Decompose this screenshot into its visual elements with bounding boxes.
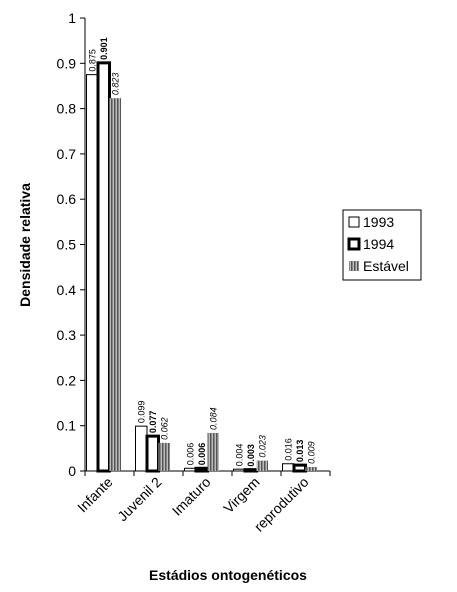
value-label: 0.013 <box>295 440 305 463</box>
bar <box>207 432 219 471</box>
value-label: 0.016 <box>283 438 293 461</box>
y-tick-label: 0.6 <box>57 191 77 207</box>
y-tick-label: 0.7 <box>57 146 77 162</box>
bar <box>184 467 197 472</box>
bar <box>256 460 268 471</box>
y-tick-label: 1 <box>68 10 76 26</box>
bar <box>282 463 295 472</box>
legend-swatch <box>349 261 359 271</box>
value-label: 0.901 <box>99 37 109 60</box>
y-axis-title: Densidade relativa <box>17 183 33 307</box>
value-label: 0.003 <box>246 444 256 467</box>
value-label: 0.004 <box>234 444 244 467</box>
bar <box>86 74 99 472</box>
y-tick-label: 0.1 <box>57 418 77 434</box>
x-axis-title: Estádios ontogenéticos <box>149 567 307 583</box>
x-tick-label: Virgem <box>220 474 262 516</box>
bar <box>158 442 170 471</box>
bar <box>305 466 317 471</box>
value-label: 0.099 <box>136 401 146 424</box>
value-label: 0.084 <box>208 407 218 430</box>
x-tick-label: Juvenil 2 <box>114 474 165 525</box>
bar <box>109 98 121 471</box>
value-label: 0.077 <box>148 411 158 434</box>
bar <box>135 425 148 472</box>
value-label: 0.006 <box>185 443 195 466</box>
y-tick-label: 0 <box>68 463 76 479</box>
legend-label: 1994 <box>363 236 394 252</box>
x-tick-label: Infante <box>74 474 116 516</box>
legend-label: 1993 <box>363 214 394 230</box>
y-tick-label: 0.9 <box>57 55 77 71</box>
y-tick-label: 0.2 <box>57 372 77 388</box>
x-tick-label: Imaturo <box>169 474 214 519</box>
value-label: 0.009 <box>306 441 316 464</box>
y-tick-label: 0.4 <box>57 282 77 298</box>
bar <box>243 468 258 473</box>
legend-swatch <box>348 216 360 228</box>
value-label: 0.823 <box>110 73 120 96</box>
legend-swatch <box>347 237 361 251</box>
y-tick-label: 0.8 <box>57 101 77 117</box>
bar <box>292 463 307 473</box>
bar <box>194 466 209 473</box>
value-label: 0.006 <box>197 443 207 466</box>
legend-label: Estável <box>363 258 409 274</box>
value-label: 0.875 <box>87 49 97 72</box>
y-tick-label: 0.3 <box>57 327 77 343</box>
y-tick-label: 0.5 <box>57 237 77 253</box>
bar <box>145 434 160 473</box>
bar <box>96 61 111 473</box>
bar <box>233 468 246 472</box>
value-label: 0.062 <box>159 417 169 440</box>
value-label: 0.023 <box>257 435 267 458</box>
